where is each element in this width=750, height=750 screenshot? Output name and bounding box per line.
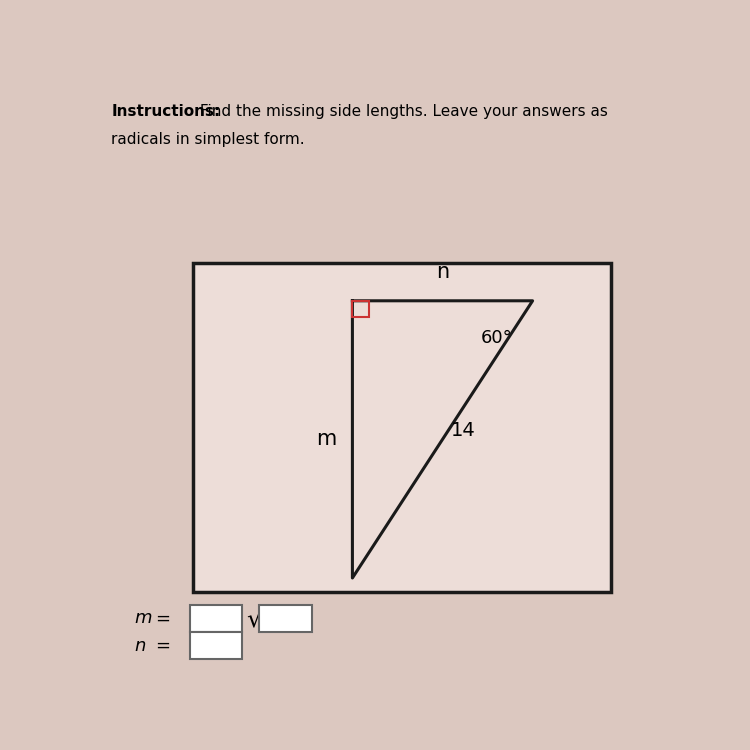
- Bar: [260, 605, 312, 631]
- Text: $m$: $m$: [134, 610, 153, 628]
- Text: m: m: [316, 430, 336, 449]
- Text: Instructions:: Instructions:: [111, 104, 220, 119]
- Text: n: n: [436, 262, 449, 282]
- Bar: [352, 301, 369, 317]
- Text: =: =: [154, 637, 170, 655]
- Text: 14: 14: [451, 422, 476, 440]
- Bar: [190, 605, 242, 631]
- Text: $\sqrt{\,\,\,\,\,\,\,\,\,}$: $\sqrt{\,\,\,\,\,\,\,\,\,}$: [246, 606, 307, 632]
- Text: 60°: 60°: [481, 328, 512, 346]
- Bar: [193, 263, 611, 592]
- Text: $n$: $n$: [134, 637, 147, 655]
- Bar: [190, 632, 242, 658]
- Text: Find the missing side lengths. Leave your answers as: Find the missing side lengths. Leave you…: [196, 104, 608, 119]
- Text: =: =: [154, 610, 170, 628]
- Text: radicals in simplest form.: radicals in simplest form.: [111, 131, 304, 146]
